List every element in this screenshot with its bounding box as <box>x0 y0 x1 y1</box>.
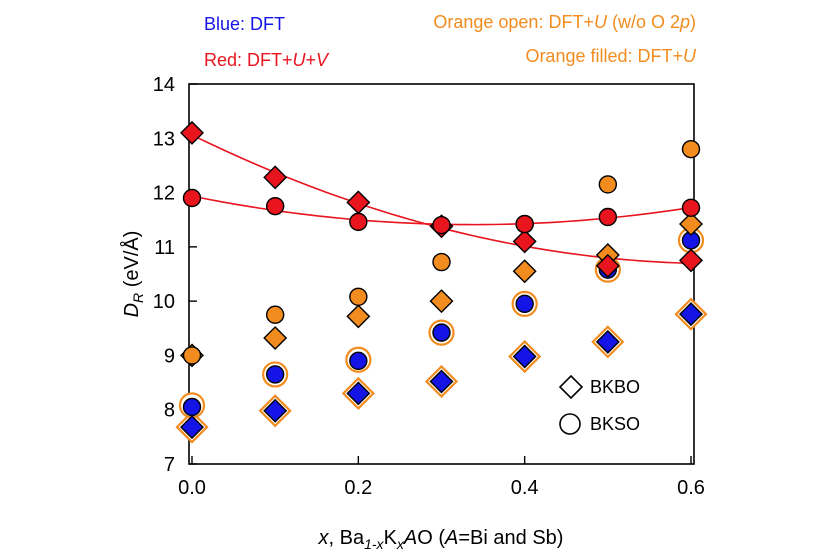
fit-curves <box>191 134 692 265</box>
diamond-point-blue <box>429 369 454 394</box>
circle-point-red <box>681 198 701 217</box>
diamond-point-blue <box>512 344 537 369</box>
x-tick-label: 0.4 <box>511 477 539 499</box>
legend-label-bkso: BKSO <box>590 414 640 434</box>
circle-point-blue <box>265 365 285 384</box>
diamond-point-blue <box>346 381 371 406</box>
annotation-blue: Blue: DFT <box>204 14 285 34</box>
circle-point-red <box>182 188 202 208</box>
y-tick-label: 9 <box>164 345 175 367</box>
circle-point-blue <box>182 397 202 417</box>
circle-point-orange <box>598 175 618 194</box>
x-tick-label: 0.6 <box>677 477 705 499</box>
diamond-point-blue <box>263 398 288 423</box>
circle-point-red <box>598 207 618 227</box>
y-tick-label: 13 <box>153 128 175 150</box>
y-tick-label: 7 <box>164 454 175 476</box>
diamond-point-red <box>346 190 371 215</box>
y-axis: 7 8 9 10 11 12 13 14 <box>153 74 197 476</box>
circle-point-blue <box>349 351 368 371</box>
y-tick-label: 8 <box>164 400 175 422</box>
circle-point-orange <box>432 252 451 272</box>
legend-label-bkbo: BKBO <box>590 377 640 397</box>
y-tick-label: 10 <box>153 291 175 313</box>
x-tick-label: 0.0 <box>178 477 206 499</box>
circle-point-blue <box>432 323 451 342</box>
fit-curve-bkbo <box>191 134 692 265</box>
diamond-point-red <box>512 229 537 254</box>
diamond-point-orange <box>263 326 288 351</box>
circle-point-orange <box>681 139 701 159</box>
diamond-point-red <box>679 248 703 273</box>
diamond-point-orange <box>679 212 703 237</box>
annotation-red: Red: DFT+U+V <box>204 50 330 70</box>
circle-point-orange <box>182 346 202 365</box>
diamond-point-blue <box>180 415 204 440</box>
diamond-point-red <box>180 120 204 145</box>
legend-marker-diamond <box>558 374 584 400</box>
plot-frame <box>188 83 695 465</box>
x-axis: 0.0 0.2 0.4 0.6 <box>178 456 705 499</box>
y-tick-label: 14 <box>153 74 175 96</box>
diamond-point-red <box>595 253 620 278</box>
legend: BKBO BKSO <box>558 374 640 435</box>
circle-point-orange <box>349 287 368 306</box>
data-markers <box>175 120 708 444</box>
diamond-point-orange <box>429 289 454 314</box>
diamond-point-orange <box>512 259 537 284</box>
circle-point-red <box>432 215 451 235</box>
diamond-point-blue <box>595 329 620 354</box>
y-axis-label: DR (eV/Å) <box>120 231 146 318</box>
x-tick-label: 0.2 <box>344 477 372 499</box>
circle-point-blue <box>515 294 534 314</box>
y-tick-label: 12 <box>153 183 175 205</box>
x-axis-label: x, Ba1-xKxAO (A=Bi and Sb) <box>318 527 564 552</box>
diamond-point-orange <box>346 304 371 329</box>
circle-point-orange <box>265 305 285 324</box>
annotation-orange-filled: Orange filled: DFT+U <box>525 46 697 66</box>
diamond-point-red <box>263 165 288 190</box>
y-tick-label: 11 <box>154 237 175 259</box>
circle-point-red <box>265 196 285 216</box>
circle-point-red <box>349 212 368 232</box>
legend-marker-circle <box>559 413 581 435</box>
annotation-orange-open: Orange open: DFT+U (w/o O 2p) <box>433 12 696 32</box>
diamond-point-blue <box>679 302 703 327</box>
circle-point-red <box>515 214 534 234</box>
